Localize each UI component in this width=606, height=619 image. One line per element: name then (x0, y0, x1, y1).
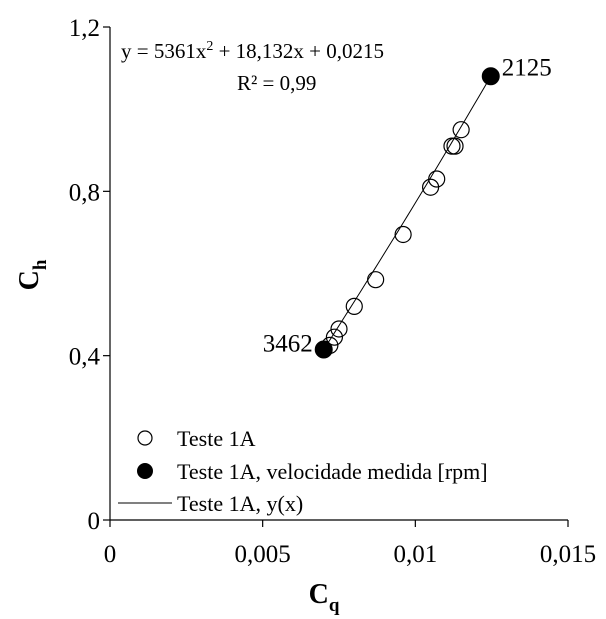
legend-label-line: Teste 1A, y(x) (177, 491, 303, 516)
point-labels: 3462 2125 (263, 54, 552, 357)
legend: Teste 1A Teste 1A, velocidade medida [rp… (118, 426, 488, 516)
open-point (330, 320, 348, 338)
legend-filled-circle-icon (137, 463, 153, 479)
x-axis-label-sub: q (329, 595, 340, 616)
open-point (367, 271, 385, 289)
filled-points-series (314, 67, 500, 359)
open-point (452, 121, 470, 139)
legend-item-line: Teste 1A, y(x) (118, 491, 303, 516)
open-point (345, 297, 363, 315)
filled-point (481, 67, 500, 86)
equation-annotation: y = 5361x2 + 18,132x + 0,0215 R² = 0,99 (121, 39, 384, 95)
open-point (446, 137, 464, 155)
legend-label-filled: Teste 1A, velocidade medida [rpm] (177, 459, 488, 484)
svg-text:Ch: Ch (14, 259, 51, 290)
y-axis-label-main: C (14, 270, 45, 290)
open-point (394, 225, 412, 244)
open-point (325, 328, 344, 346)
filled-point (314, 340, 333, 359)
legend-item-open: Teste 1A (137, 426, 256, 451)
point-label: 3462 (263, 331, 313, 358)
y-tick-label: 1,2 (69, 15, 100, 42)
y-tick-label: 0,8 (69, 179, 100, 206)
y-tick-label: 0 (88, 508, 101, 535)
x-axis-label: Cq (309, 579, 340, 616)
x-ticks: 0 0,005 0,01 0,015 (104, 520, 596, 568)
y-tick-label: 0,4 (69, 344, 101, 371)
legend-open-circle-icon (137, 430, 153, 446)
y-axis-label-sub: h (30, 259, 51, 270)
legend-label-open: Teste 1A (177, 426, 256, 451)
open-point (428, 170, 446, 188)
svg-text:Cq: Cq (309, 579, 340, 616)
plot-area (109, 27, 568, 521)
x-tick-label: 0,015 (540, 541, 596, 568)
x-tick-label: 0 (104, 541, 117, 568)
open-point (443, 137, 461, 155)
y-axis-label: Ch (14, 259, 51, 290)
x-axis-label-main: C (309, 579, 329, 610)
x-tick-label: 0,005 (235, 541, 291, 568)
equation-line-2: R² = 0,99 (237, 71, 316, 95)
point-label: 2125 (502, 54, 552, 81)
x-tick-label: 0,01 (393, 541, 437, 568)
fit-line (323, 76, 492, 350)
legend-item-filled: Teste 1A, velocidade medida [rpm] (137, 459, 488, 484)
equation-line-1: y = 5361x2 + 18,132x + 0,0215 (121, 39, 384, 63)
y-ticks: 0 0,4 0,8 1,2 (69, 15, 110, 535)
